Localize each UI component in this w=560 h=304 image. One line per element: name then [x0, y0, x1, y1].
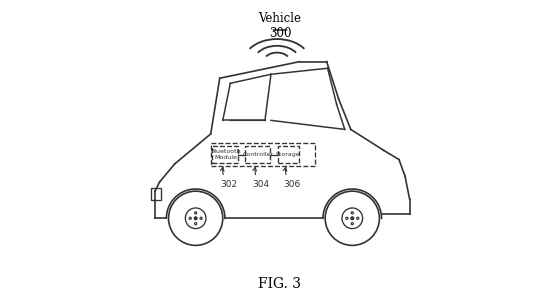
Circle shape: [351, 217, 354, 219]
FancyBboxPatch shape: [245, 146, 270, 164]
Circle shape: [194, 217, 197, 219]
Text: Vehicle: Vehicle: [259, 12, 301, 25]
Text: 304: 304: [253, 168, 270, 189]
Text: Controller: Controller: [242, 152, 273, 157]
Text: Storage: Storage: [276, 152, 301, 157]
FancyBboxPatch shape: [212, 146, 239, 164]
Text: FIG. 3: FIG. 3: [259, 277, 301, 291]
Text: Bluetooth
Module: Bluetooth Module: [210, 149, 241, 160]
Text: 302: 302: [221, 168, 237, 189]
Text: 306: 306: [283, 168, 300, 189]
Text: 300: 300: [269, 27, 291, 40]
FancyBboxPatch shape: [278, 146, 298, 164]
